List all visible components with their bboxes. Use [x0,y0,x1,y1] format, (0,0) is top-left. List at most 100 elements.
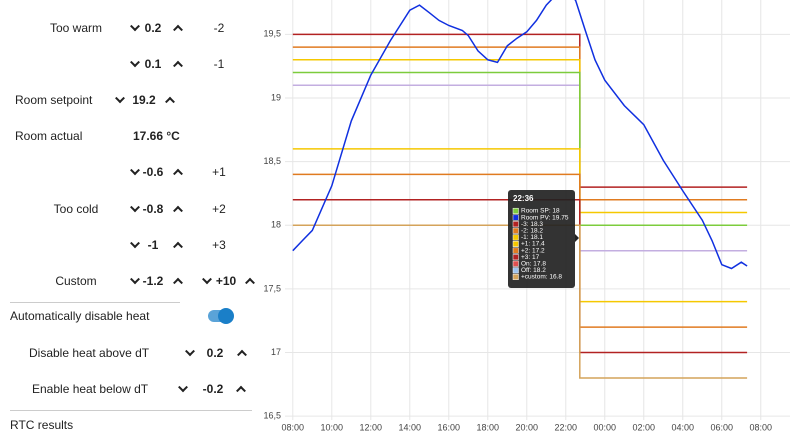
y-tick-label: 17,5 [263,283,281,293]
tooltip-swatch [512,240,519,247]
offset: +1 [212,165,226,179]
increase-button[interactable] [173,241,183,252]
tooltip-swatch [512,207,519,214]
increase-button[interactable] [173,60,183,71]
tooltip-item: -1: 18.1 [521,234,543,241]
row-label: Too cold [53,202,99,216]
y-tick-label: 16,5 [263,411,281,421]
decrease-button[interactable] [130,57,140,68]
divider [10,302,180,303]
offset: -2 [213,21,225,35]
x-tick-label: 12:00 [360,422,383,432]
tooltip-box [508,190,575,288]
decrease-button[interactable] [130,238,140,249]
increase-button[interactable] [165,96,175,107]
x-tick-label: 06:00 [710,422,733,432]
x-tick-label: 08:00 [282,422,305,432]
increase-button[interactable] [173,24,183,35]
x-tick-label: 08:00 [749,422,772,432]
tooltip-item: +2: 17.2 [521,247,545,254]
tooltip-swatch [512,234,519,241]
tooltip-swatch [512,247,519,254]
tooltip-item: On: 17.8 [521,261,546,268]
increase-button[interactable] [173,205,183,216]
x-tick-label: 02:00 [632,422,655,432]
tooltip-swatch [512,221,519,228]
decrease-button[interactable] [202,274,212,285]
decrease-button[interactable] [130,21,140,32]
decrease-button[interactable] [185,346,195,357]
row-label: Disable heat above dT [29,346,150,360]
x-tick-label: 20:00 [516,422,539,432]
toggle[interactable] [208,308,234,324]
series-line [292,46,748,201]
divider [10,410,252,411]
x-tick-label: 04:00 [671,422,694,432]
row-label: Enable heat below dT [32,382,149,396]
tooltip-arrow [575,234,579,242]
x-tick-label: 16:00 [438,422,461,432]
tooltip-item: +custom: 16.8 [521,274,562,281]
tooltip-item: +1: 17.4 [521,241,545,248]
tooltip-item: Room SP: 18 [521,208,560,215]
value: -0.8 [142,202,164,216]
x-tick-label: 22:00 [555,422,578,432]
decrease-button[interactable] [130,202,140,213]
row-label: Too warm [49,21,103,35]
increase-button[interactable] [245,277,255,288]
value: -1 [147,238,159,252]
chart: 16,5 17 17,5 18 18,5 19 19,5 08:00 10:00 12:00 14:… [263,0,790,432]
x-tick-label: 00:00 [594,422,617,432]
series-line [292,224,748,379]
value: 19.2 [132,93,156,107]
decrease-button[interactable] [130,165,140,176]
decrease-button[interactable] [115,93,125,104]
tooltip-swatch [512,214,519,221]
series-line [292,33,748,188]
tooltip-item: -2: 18.2 [521,228,543,235]
tooltip-item: +3: 17 [521,254,540,261]
value: +10 [215,274,237,288]
tooltip-swatch [512,227,519,234]
increase-button[interactable] [237,349,247,360]
tooltip-swatch [512,267,519,274]
tooltip-swatch [512,273,519,280]
row-label: Room setpoint [15,93,93,107]
offset: -1 [213,57,225,71]
x-tick-label: 14:00 [399,422,422,432]
increase-button[interactable] [173,277,183,288]
tooltip-swatch [512,254,519,261]
increase-button[interactable] [236,385,246,396]
tooltip-item: Room PV: 19.75 [521,214,569,221]
value: -0.2 [202,382,224,396]
value: 0.2 [144,21,162,35]
y-tick-label: 18,5 [263,156,281,166]
toggle-knob [218,308,234,324]
x-tick-label: 18:00 [477,422,500,432]
reading: 17.66 °C [133,129,180,143]
x-tick-label: 10:00 [321,422,344,432]
toggle-label: Automatically disable heat [10,309,150,323]
series-line [292,59,748,214]
row-label: Custom [55,274,97,288]
y-tick-label: 17 [271,347,281,357]
y-tick-label: 19 [271,92,281,102]
increase-button[interactable] [173,168,183,179]
tooltip-swatch [512,260,519,267]
decrease-button[interactable] [130,274,140,285]
offset: +2 [212,202,226,216]
footer: RTC results [10,418,74,432]
value: 0.2 [206,346,224,360]
value: -1.2 [142,274,164,288]
tooltip-item: -3: 18.3 [521,221,543,228]
pv-line [292,0,748,270]
value: -0.6 [142,165,164,179]
plot [292,0,748,379]
decrease-button[interactable] [178,382,188,393]
tooltip-item: Off: 18.2 [521,267,546,274]
value: 0.1 [144,57,162,71]
offset: +3 [212,238,226,252]
tooltip-title: 22:36 [513,194,534,203]
row-label: Room actual [15,129,83,143]
